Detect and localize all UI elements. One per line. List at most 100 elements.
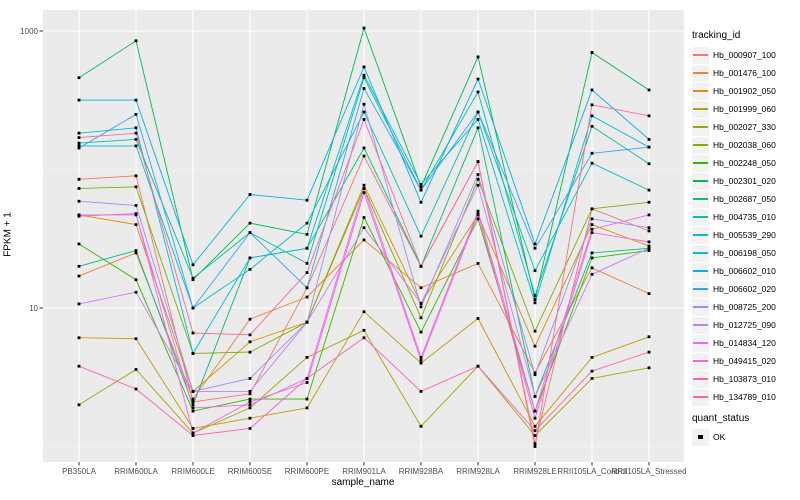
data-point <box>647 200 651 204</box>
legend-label: Hb_002687_050 <box>713 194 776 204</box>
data-point <box>134 137 138 141</box>
x-tick-label-RRIM928LA: RRIM928LA <box>456 467 500 476</box>
data-point <box>476 261 480 265</box>
legend-item-quant-ok: OK <box>692 428 798 446</box>
data-point <box>647 145 651 149</box>
data-point <box>191 352 195 355</box>
data-point <box>305 381 309 384</box>
data-point <box>362 146 366 150</box>
data-point <box>305 397 309 401</box>
legend-key-swatch <box>692 316 709 334</box>
data-point <box>533 294 537 297</box>
data-point <box>647 229 651 233</box>
legend-item-Hb_004735_010: Hb_004735_010 <box>692 208 798 226</box>
x-axis-title: sample_name <box>331 477 395 488</box>
data-point <box>305 320 309 324</box>
data-point <box>476 217 480 221</box>
data-point <box>134 278 138 282</box>
data-point <box>590 103 594 107</box>
line-glyph-icon <box>693 270 708 272</box>
data-point <box>419 188 423 192</box>
data-point <box>419 185 423 189</box>
data-point <box>134 131 138 135</box>
data-point <box>362 310 366 314</box>
legend-item-Hb_002248_050: Hb_002248_050 <box>692 154 798 172</box>
data-point <box>647 249 651 252</box>
data-point <box>248 340 252 344</box>
quant-ok-key <box>692 428 709 446</box>
data-point <box>476 77 480 81</box>
data-point <box>533 329 537 333</box>
legend-key-swatch <box>692 100 709 118</box>
data-point <box>533 371 537 375</box>
data-point <box>191 389 195 393</box>
data-point <box>134 368 138 371</box>
data-point <box>77 177 81 181</box>
data-point <box>476 177 480 181</box>
data-point <box>191 306 195 310</box>
data-point <box>305 246 309 250</box>
data-point <box>590 256 594 260</box>
data-point <box>305 406 309 410</box>
data-point <box>77 136 81 139</box>
data-point <box>134 249 138 252</box>
line-glyph-icon <box>693 72 708 74</box>
legend-label: Hb_008725_200 <box>713 302 776 312</box>
data-point <box>191 427 195 430</box>
data-point <box>248 406 252 410</box>
y-tick-label-10: 10 <box>29 303 38 313</box>
data-point <box>191 431 195 435</box>
legend-key-swatch <box>692 136 709 154</box>
legend-label: Hb_001902_050 <box>713 86 776 96</box>
data-point <box>77 76 81 80</box>
data-point <box>77 214 81 218</box>
data-point <box>305 198 309 202</box>
data-point <box>476 55 480 59</box>
data-point <box>419 286 423 290</box>
legend-item-Hb_008725_200: Hb_008725_200 <box>692 298 798 316</box>
data-point <box>533 298 537 301</box>
legend-key-swatch <box>692 298 709 316</box>
data-point <box>362 87 366 90</box>
data-point <box>533 424 537 428</box>
data-point <box>362 73 366 77</box>
data-point <box>77 264 81 268</box>
legend-key-swatch <box>692 388 709 406</box>
data-point <box>191 278 195 282</box>
data-point <box>590 377 594 380</box>
line-glyph-icon <box>693 126 708 128</box>
y-tick-label-1000: 1000 <box>20 26 38 36</box>
legend-item-Hb_006602_010: Hb_006602_010 <box>692 262 798 280</box>
data-point <box>362 238 366 242</box>
data-point <box>419 330 423 334</box>
data-point <box>305 286 309 290</box>
data-point <box>305 355 309 359</box>
data-point <box>134 204 138 207</box>
data-point <box>533 344 537 348</box>
data-point <box>191 400 195 404</box>
data-point <box>77 199 81 203</box>
line-glyph-icon <box>693 216 708 218</box>
x-tick-label-PB350LA: PB350LA <box>62 467 96 476</box>
data-point <box>590 51 594 54</box>
data-point <box>248 333 252 337</box>
data-point <box>248 317 252 321</box>
data-point <box>533 445 537 448</box>
data-point <box>248 427 252 430</box>
x-tick-label-RRIM600SE: RRIM600SE <box>227 467 273 476</box>
data-point <box>419 234 423 238</box>
data-point <box>248 392 252 396</box>
line-glyph-icon <box>693 360 708 362</box>
legend-label: Hb_012725_090 <box>713 320 776 330</box>
legend-item-Hb_002027_330: Hb_002027_330 <box>692 118 798 136</box>
legend-item-Hb_005539_290: Hb_005539_290 <box>692 226 798 244</box>
legend-item-Hb_006198_050: Hb_006198_050 <box>692 244 798 262</box>
line-glyph-icon <box>693 252 708 254</box>
point-glyph-icon <box>698 434 703 439</box>
data-point <box>647 244 651 248</box>
data-point <box>647 137 651 141</box>
data-point <box>419 389 423 393</box>
data-point <box>77 144 81 148</box>
data-point <box>362 110 366 114</box>
data-point <box>419 305 423 309</box>
